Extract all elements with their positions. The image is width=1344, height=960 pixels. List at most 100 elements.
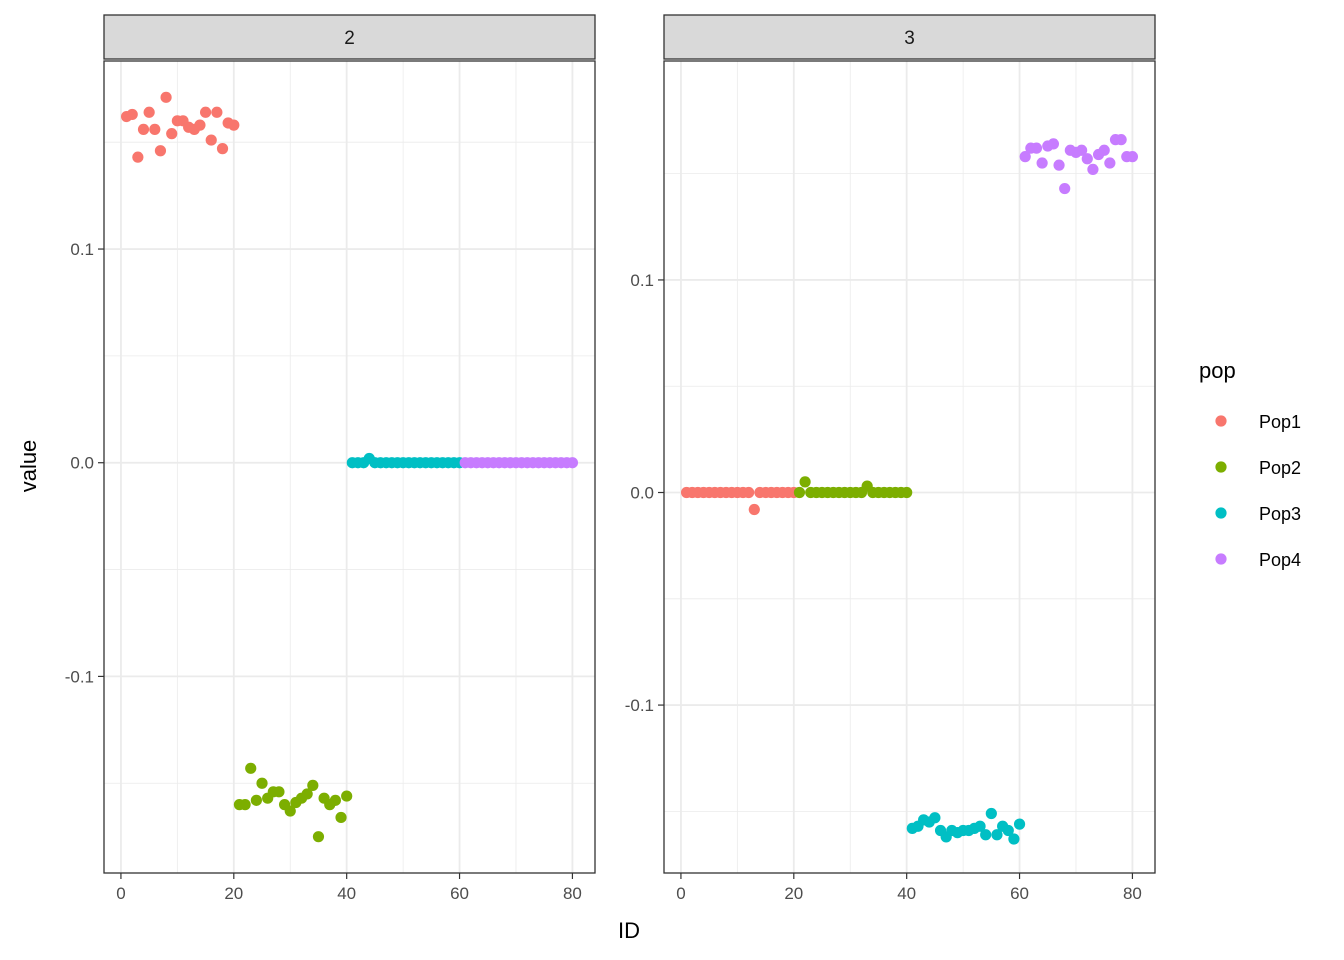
y-tick-label: 0.1 xyxy=(630,271,654,290)
data-point xyxy=(1013,818,1026,830)
panels-layer: 20 20 40 60 80-0.10.00.130 20 40 60 80-0.10.00.1 xyxy=(65,14,1156,903)
data-point xyxy=(149,123,161,135)
data-point xyxy=(194,119,206,131)
x-tick-label: 20 xyxy=(224,884,243,903)
data-point xyxy=(166,128,178,140)
panel-background xyxy=(664,61,1155,873)
facet-strip-label: 2 xyxy=(344,28,355,49)
data-point xyxy=(743,486,755,499)
data-point xyxy=(143,106,155,118)
facet-panel-3: 3 0 20 40 60 80 -0.1 0.0 0.1 xyxy=(625,14,1156,903)
data-point xyxy=(1098,144,1110,156)
panel-border xyxy=(103,60,596,874)
data-point xyxy=(250,794,262,806)
legend-key-pop1 xyxy=(1215,415,1227,427)
data-point xyxy=(929,812,941,824)
data-point xyxy=(793,486,806,499)
facet-strip-label: 3 xyxy=(904,28,915,49)
data-point xyxy=(273,786,285,798)
data-point xyxy=(980,829,992,841)
legend-title: pop xyxy=(1199,358,1236,383)
data-point xyxy=(1030,142,1043,154)
data-point xyxy=(205,134,217,146)
data-point xyxy=(1036,157,1048,169)
x-tick-label: 40 xyxy=(337,884,356,903)
facet-strip xyxy=(103,14,596,60)
series-pop4 xyxy=(459,457,579,469)
x-tick-label: 60 xyxy=(1010,884,1029,903)
legend-label-pop2: Pop2 xyxy=(1259,458,1301,478)
x-tick-label: 60 xyxy=(450,884,469,903)
y-tick-label: 0.0 xyxy=(630,484,654,503)
data-point xyxy=(1104,157,1116,169)
data-point xyxy=(216,143,229,155)
data-point xyxy=(1002,824,1014,837)
data-point xyxy=(1126,151,1139,163)
legend-label-pop3: Pop3 xyxy=(1259,504,1301,524)
x-tick-label: 0 xyxy=(676,884,685,903)
data-point xyxy=(1019,151,1031,163)
data-point xyxy=(307,779,319,791)
data-point xyxy=(335,811,347,824)
data-point xyxy=(901,486,913,499)
series-pop3 xyxy=(906,807,1026,845)
legend-label-pop4: Pop4 xyxy=(1259,550,1301,570)
data-point xyxy=(154,145,167,157)
data-point xyxy=(301,788,313,800)
panel-border xyxy=(663,60,1156,874)
data-point xyxy=(1047,138,1060,150)
data-point xyxy=(1081,153,1093,165)
y-tick-label: -0.1 xyxy=(65,667,94,686)
facet-strip xyxy=(663,14,1156,60)
series-pop2 xyxy=(793,476,913,499)
x-tick-label: 20 xyxy=(784,884,803,903)
series-pop1 xyxy=(120,91,240,163)
data-point xyxy=(312,831,325,843)
data-point xyxy=(239,799,251,811)
data-point xyxy=(329,794,341,806)
y-tick-label: 0.0 xyxy=(70,454,94,473)
legend: pop Pop1 Pop2 Pop3 Pop4 xyxy=(1199,358,1301,570)
data-point xyxy=(799,476,811,488)
data-point xyxy=(1059,182,1071,195)
data-point xyxy=(126,108,138,121)
data-point xyxy=(199,106,212,118)
data-point xyxy=(566,457,579,469)
legend-label-pop1: Pop1 xyxy=(1259,412,1301,432)
data-point xyxy=(974,820,986,832)
x-axis-title: ID xyxy=(618,918,640,943)
data-point xyxy=(137,123,150,135)
data-point xyxy=(1076,144,1088,156)
series-pop3 xyxy=(346,452,466,469)
data-point xyxy=(1115,134,1127,146)
data-point xyxy=(245,762,257,774)
x-tick-label: 80 xyxy=(563,884,582,903)
y-axis-title: value xyxy=(16,440,41,493)
series-pop1 xyxy=(680,486,800,516)
data-point xyxy=(211,106,223,118)
data-point xyxy=(341,790,353,802)
legend-key-pop2 xyxy=(1215,461,1227,473)
series-pop2 xyxy=(233,762,353,843)
data-point xyxy=(1008,833,1020,845)
data-point xyxy=(1053,159,1065,171)
legend-key-pop4 xyxy=(1215,553,1227,565)
x-tick-label: 40 xyxy=(897,884,916,903)
data-point xyxy=(284,805,296,817)
data-point xyxy=(256,777,268,789)
data-point xyxy=(160,91,172,103)
x-tick-label: 80 xyxy=(1123,884,1142,903)
y-tick-label: 0.1 xyxy=(70,240,94,259)
x-tick-label: 0 xyxy=(116,884,125,903)
facet-panel-2: 20 20 40 60 80-0.10.00.1 xyxy=(65,14,596,903)
data-point xyxy=(985,807,997,820)
data-point xyxy=(1087,163,1099,176)
data-point xyxy=(748,503,760,516)
data-point xyxy=(228,119,240,131)
y-tick-label: -0.1 xyxy=(625,696,654,715)
legend-key-pop3 xyxy=(1215,507,1227,519)
series-pop4 xyxy=(1019,134,1139,195)
data-point xyxy=(991,829,1003,841)
data-point xyxy=(132,151,144,163)
